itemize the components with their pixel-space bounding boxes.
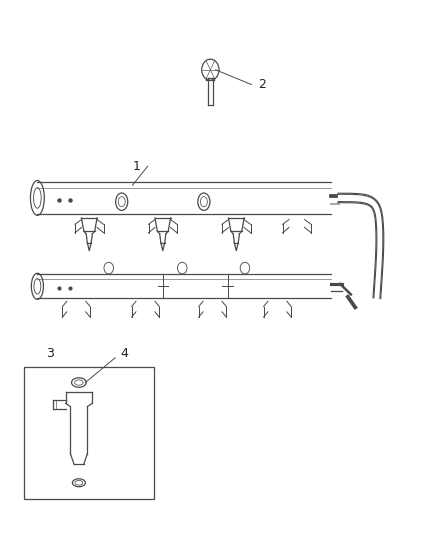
Polygon shape [338, 194, 383, 298]
Text: 3: 3 [46, 347, 54, 360]
Text: 2: 2 [258, 78, 266, 91]
Text: 1: 1 [133, 160, 141, 173]
Text: 4: 4 [120, 347, 128, 360]
Bar [25, 367, 154, 498]
